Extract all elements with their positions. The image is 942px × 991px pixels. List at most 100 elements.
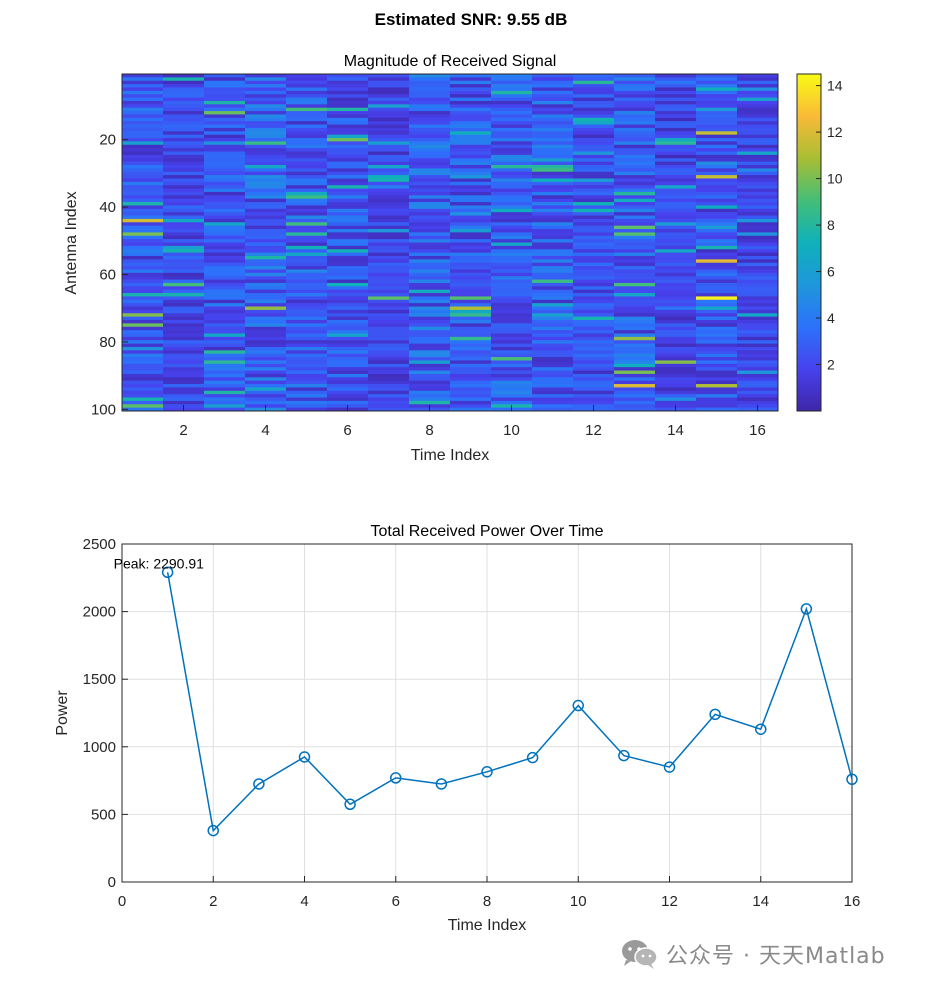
heatmap-cell bbox=[737, 229, 779, 233]
heatmap-cell bbox=[286, 357, 328, 361]
heatmap-cell bbox=[204, 90, 246, 95]
heatmap-cell bbox=[122, 124, 164, 129]
heatmap-cell bbox=[696, 148, 738, 152]
heatmap-cell bbox=[122, 195, 164, 200]
heatmap-cell bbox=[163, 299, 205, 304]
heatmap-cell bbox=[204, 154, 246, 159]
heatmap-cell bbox=[655, 370, 697, 375]
heatmap-cell bbox=[163, 360, 205, 365]
heatmap-cell bbox=[573, 100, 615, 105]
heatmap-cell bbox=[655, 97, 697, 102]
line-xtick-label: 6 bbox=[392, 893, 400, 910]
heatmap-cell bbox=[614, 404, 656, 409]
heatmap-ytick-label: 60 bbox=[99, 267, 116, 284]
heatmap-cell bbox=[368, 387, 410, 392]
heatmap-cell bbox=[614, 387, 656, 392]
heatmap-cell bbox=[286, 380, 328, 385]
heatmap-cell bbox=[163, 394, 205, 398]
heatmap-cell bbox=[409, 309, 451, 314]
heatmap-cell bbox=[655, 279, 697, 284]
heatmap-cell bbox=[122, 320, 164, 324]
heatmap-cell bbox=[450, 232, 492, 237]
heatmap-cell bbox=[286, 151, 328, 156]
heatmap-cell bbox=[491, 124, 533, 129]
heatmap-cell bbox=[696, 400, 738, 405]
heatmap-cell bbox=[655, 151, 697, 156]
heatmap-cell bbox=[368, 313, 410, 318]
line-xtick-label: 0 bbox=[118, 893, 126, 910]
heatmap-cell bbox=[614, 262, 656, 267]
heatmap-cell bbox=[737, 380, 779, 385]
heatmap-cell bbox=[696, 384, 738, 388]
heatmap-cell bbox=[655, 289, 697, 294]
heatmap-cell bbox=[491, 390, 533, 395]
heatmap-cell bbox=[614, 400, 656, 405]
heatmap-cell bbox=[614, 77, 656, 82]
heatmap-cell bbox=[450, 296, 492, 301]
heatmap-cell bbox=[327, 114, 369, 119]
heatmap-cell bbox=[368, 208, 410, 213]
heatmap-cell bbox=[286, 161, 328, 166]
heatmap-cell bbox=[368, 404, 410, 409]
heatmap-cell bbox=[286, 195, 328, 200]
heatmap-cell bbox=[491, 168, 533, 173]
heatmap-cell bbox=[163, 218, 205, 223]
heatmap-cell bbox=[737, 387, 779, 392]
heatmap-cell bbox=[122, 303, 164, 307]
heatmap-cell bbox=[450, 164, 492, 169]
heatmap-cell bbox=[696, 360, 738, 365]
heatmap-cell bbox=[122, 286, 164, 291]
heatmap-cell bbox=[532, 111, 574, 115]
heatmap-cell bbox=[327, 380, 369, 385]
heatmap-cell bbox=[573, 360, 615, 365]
heatmap-cell bbox=[163, 138, 205, 142]
heatmap-cell bbox=[696, 309, 738, 314]
heatmap-cell bbox=[368, 293, 410, 297]
heatmap-cell bbox=[655, 202, 697, 206]
colorbar-tick-label: 4 bbox=[827, 310, 835, 326]
heatmap-cell bbox=[573, 175, 615, 179]
heatmap-cell bbox=[450, 138, 492, 142]
heatmap-cell bbox=[491, 181, 533, 186]
heatmap-cell bbox=[655, 222, 697, 227]
heatmap-cell bbox=[163, 373, 205, 378]
heatmap-cell bbox=[532, 272, 574, 277]
line-ylabel: Power bbox=[54, 690, 71, 736]
heatmap-cell bbox=[286, 144, 328, 149]
watermark: 公众号 · 天天Matlab bbox=[620, 936, 886, 972]
heatmap-cell bbox=[286, 202, 328, 206]
heatmap-cell bbox=[163, 121, 205, 125]
heatmap-cell bbox=[245, 178, 287, 183]
heatmap-cell bbox=[450, 239, 492, 243]
colorbar-tick-label: 8 bbox=[827, 217, 835, 233]
heatmap-title: Magnitude of Received Signal bbox=[344, 53, 557, 70]
heatmap-cell bbox=[532, 134, 574, 139]
heatmap-cell bbox=[245, 74, 287, 78]
heatmap-cell bbox=[163, 323, 205, 328]
heatmap-cell bbox=[655, 208, 697, 213]
heatmap-cell bbox=[573, 222, 615, 227]
heatmap-cell bbox=[163, 262, 205, 267]
heatmap-cell bbox=[614, 242, 656, 247]
heatmap-cell bbox=[204, 296, 246, 301]
heatmap-cell bbox=[491, 269, 533, 274]
heatmap-cell bbox=[491, 239, 533, 243]
heatmap-cell bbox=[450, 245, 492, 250]
heatmap-cell bbox=[614, 90, 656, 95]
heatmap-cell bbox=[532, 333, 574, 338]
heatmap-cell bbox=[245, 350, 287, 355]
heatmap-cell bbox=[655, 303, 697, 307]
heatmap-cell bbox=[614, 131, 656, 136]
heatmap-cell bbox=[450, 212, 492, 216]
heatmap-cell bbox=[737, 249, 779, 254]
heatmap-cell bbox=[122, 313, 164, 318]
heatmap-cell bbox=[122, 104, 164, 109]
heatmap-cell bbox=[245, 154, 287, 159]
heatmap-cell bbox=[163, 134, 205, 139]
heatmap-cell bbox=[368, 299, 410, 304]
heatmap-cell bbox=[696, 80, 738, 85]
heatmap-cell bbox=[368, 100, 410, 105]
heatmap-cell bbox=[122, 404, 164, 409]
heatmap-cell bbox=[573, 138, 615, 142]
heatmap-cell bbox=[286, 158, 328, 163]
